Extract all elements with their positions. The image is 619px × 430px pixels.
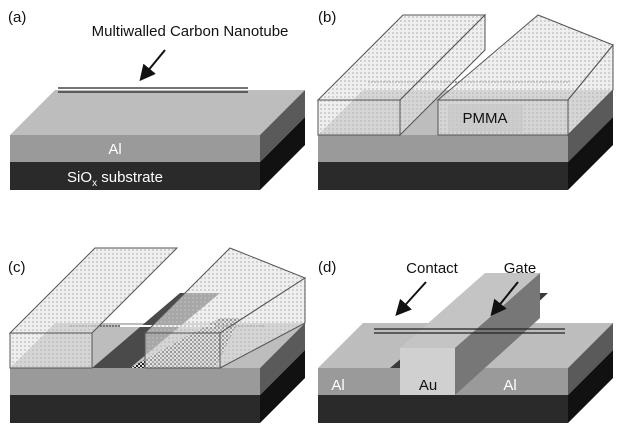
figure: (a) Multiwalled Carbon Nanotube Al SiOx …: [0, 0, 619, 425]
arrow: [398, 282, 426, 313]
panel-b: (b) PMMA: [318, 9, 613, 190]
text: substrate: [97, 169, 163, 186]
layer-label: Al: [108, 141, 121, 158]
contact-label: Contact: [406, 260, 459, 277]
panel-label: (c): [8, 259, 26, 276]
panel-d: (d) Contact Gate Al Au Al: [318, 259, 613, 423]
panel-label: (d): [318, 259, 336, 276]
resist-label: PMMA: [463, 110, 508, 127]
text: SiO: [67, 169, 92, 186]
arrow: [142, 50, 165, 78]
panel-a: (a) Multiwalled Carbon Nanotube Al SiOx …: [8, 9, 305, 190]
panel-c: [10, 248, 305, 423]
panel-label: (b): [318, 9, 336, 26]
nanotube-label: Multiwalled Carbon Nanotube: [92, 23, 289, 40]
electrode-label: Au: [419, 377, 437, 394]
electrode-label: Al: [503, 377, 516, 394]
electrode-label: Al: [331, 377, 344, 394]
panel-label: (a): [8, 9, 26, 26]
gate-label: Gate: [504, 260, 537, 277]
